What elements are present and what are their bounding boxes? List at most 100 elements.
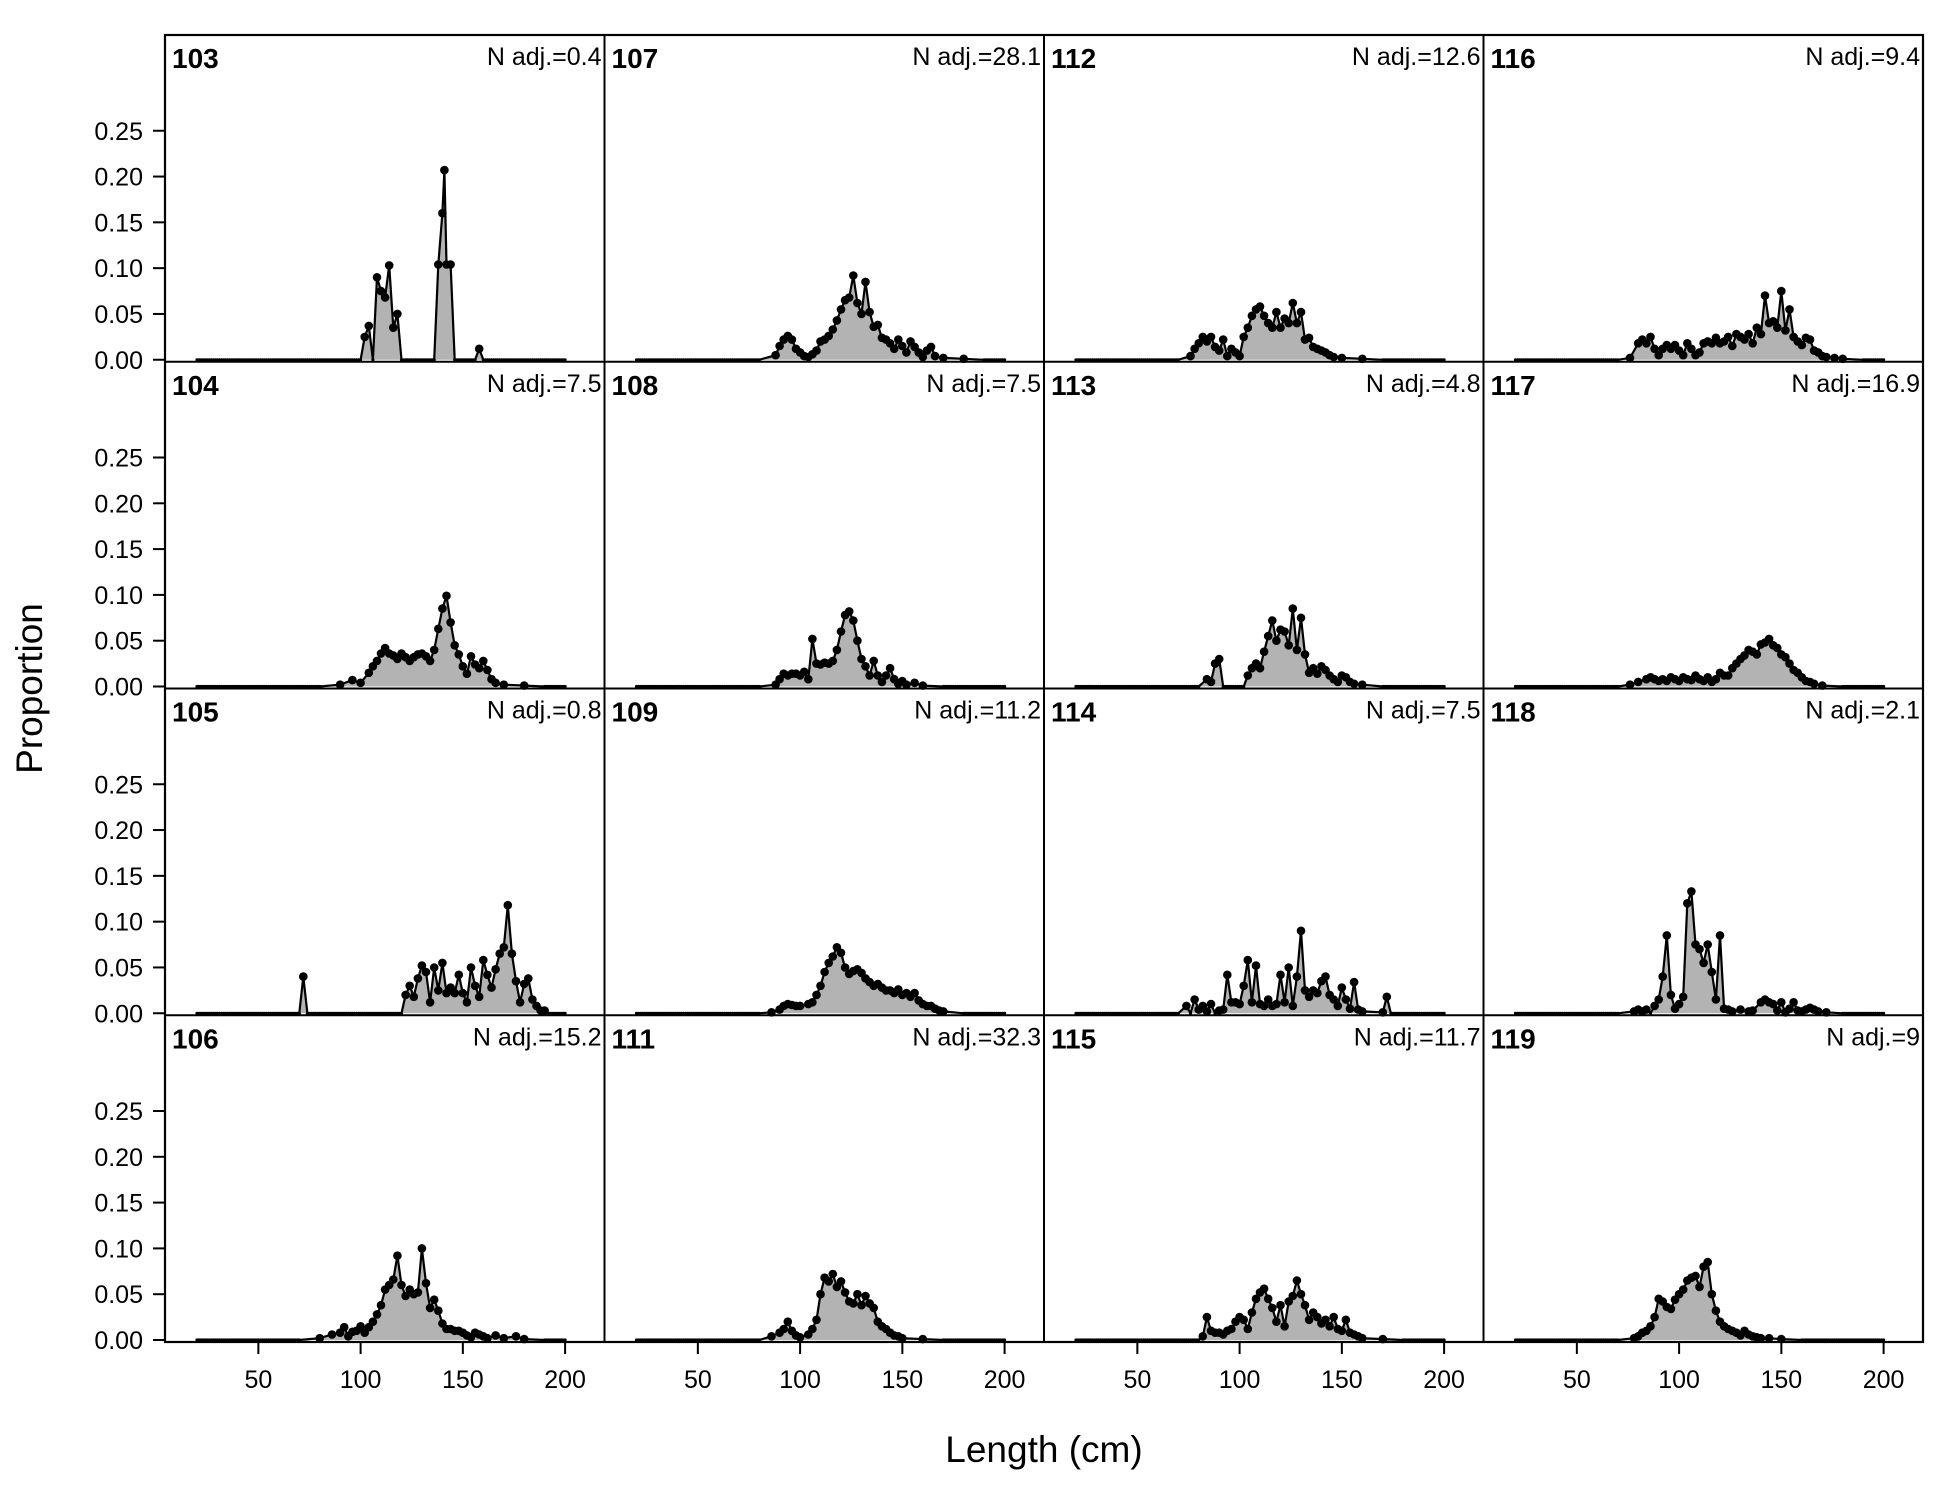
data-point — [1797, 340, 1807, 350]
data-point — [1358, 680, 1367, 689]
data-point — [1830, 353, 1839, 363]
x-tick-label: 150 — [442, 1366, 484, 1394]
panel-109: 109 N adj.=11.2 — [612, 697, 1041, 1017]
data-point — [432, 358, 436, 362]
data-point — [393, 309, 402, 319]
data-point — [376, 1300, 386, 1310]
y-tick-label: 0.25 — [94, 118, 143, 146]
data-point — [1304, 992, 1314, 1002]
panel-label: 117 — [1491, 370, 1536, 401]
area-fill — [1515, 291, 1884, 360]
data-point — [1442, 1338, 1446, 1342]
data-point — [372, 273, 382, 282]
data-point — [466, 652, 476, 661]
data-point — [1695, 944, 1704, 954]
data-point — [1243, 1324, 1253, 1334]
data-point — [1313, 669, 1322, 678]
data-point — [1300, 1300, 1310, 1310]
data-point — [1251, 961, 1261, 970]
data-point — [524, 974, 533, 983]
data-point — [1259, 647, 1269, 656]
data-point — [1785, 659, 1794, 668]
data-point — [1773, 643, 1782, 653]
data-point — [853, 1289, 862, 1299]
y-tick-label: 0.20 — [94, 1144, 143, 1172]
data-point — [824, 1277, 833, 1286]
data-point — [446, 618, 455, 627]
data-point — [1358, 1007, 1367, 1016]
data-point — [804, 674, 813, 684]
data-point — [1288, 1291, 1298, 1301]
data-point — [380, 293, 390, 302]
x-tick-label: 50 — [244, 1366, 272, 1394]
data-point — [1272, 307, 1281, 317]
x-tick-label: 150 — [1321, 1366, 1363, 1394]
x-tick-label: 150 — [881, 1366, 923, 1394]
data-point — [1723, 671, 1733, 680]
data-point — [462, 669, 472, 678]
data-point — [1748, 1006, 1757, 1015]
y-tick-label: 0.20 — [94, 164, 143, 192]
data-point — [1247, 998, 1257, 1007]
data-point — [1218, 335, 1228, 344]
y-tick-label: 0.15 — [94, 863, 143, 891]
data-point — [397, 1280, 406, 1290]
data-point — [425, 656, 435, 666]
data-point — [1442, 684, 1446, 689]
data-point — [1214, 346, 1224, 355]
data-point — [816, 1289, 825, 1299]
data-point — [1280, 627, 1289, 636]
data-point — [421, 1278, 431, 1288]
panel-label: 113 — [1051, 370, 1096, 401]
data-point — [898, 1333, 907, 1343]
data-point — [1227, 1324, 1236, 1334]
x-axis-title: Length (cm) — [945, 1429, 1142, 1470]
data-point — [1292, 972, 1302, 981]
data-point — [1337, 1326, 1347, 1336]
data-point — [857, 1300, 866, 1310]
data-point — [1259, 1284, 1269, 1293]
data-point — [434, 624, 443, 634]
y-tick-label: 0.00 — [94, 347, 143, 375]
data-point — [454, 650, 464, 659]
y-tick-label: 0.20 — [94, 490, 143, 518]
area-fill — [1076, 608, 1445, 687]
panel-116: 116 N adj.=9.4 — [1491, 43, 1920, 364]
data-point — [840, 1288, 850, 1297]
data-point — [1272, 1317, 1281, 1326]
n-adj-label: N adj.=4.8 — [1366, 370, 1481, 398]
data-point — [1654, 350, 1663, 360]
area-fill — [197, 595, 566, 687]
data-point — [1625, 353, 1635, 363]
data-point — [372, 1310, 382, 1319]
n-adj-label: N adj.=9.4 — [1805, 43, 1920, 71]
data-point — [1304, 1315, 1314, 1325]
area-fill — [197, 1248, 566, 1340]
data-point — [808, 634, 817, 644]
data-point — [440, 165, 449, 175]
data-point — [1280, 998, 1289, 1007]
panel-label: 103 — [172, 43, 219, 74]
data-point — [356, 1322, 365, 1331]
data-point — [1678, 1285, 1688, 1294]
data-point — [836, 627, 846, 636]
y-tick-label: 0.10 — [94, 1235, 143, 1263]
data-point — [918, 352, 928, 362]
data-point — [429, 963, 439, 972]
data-point — [515, 998, 525, 1007]
data-point — [438, 604, 447, 613]
data-point — [413, 1288, 423, 1297]
data-point — [335, 680, 345, 689]
data-point — [356, 678, 365, 688]
data-point — [434, 260, 443, 269]
y-tick-label: 0.05 — [94, 628, 143, 656]
data-point — [939, 353, 948, 363]
data-point — [1674, 999, 1684, 1009]
data-point — [315, 1333, 325, 1343]
y-axis-title: Proportion — [9, 603, 50, 774]
x-tick-label: 200 — [984, 1366, 1026, 1394]
data-point — [910, 678, 919, 688]
data-point — [832, 316, 842, 325]
panel-108: 108 N adj.=7.5 — [612, 370, 1041, 690]
